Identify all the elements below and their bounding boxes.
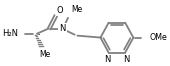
Text: Me: Me [71,5,82,14]
Text: N: N [105,55,111,64]
Text: N: N [59,24,66,33]
Text: O: O [57,6,63,15]
Text: H₂N: H₂N [2,29,18,38]
Text: Me: Me [39,50,50,59]
Text: ··: ·· [36,32,40,38]
Text: OMe: OMe [149,33,167,42]
Text: N: N [123,55,129,64]
